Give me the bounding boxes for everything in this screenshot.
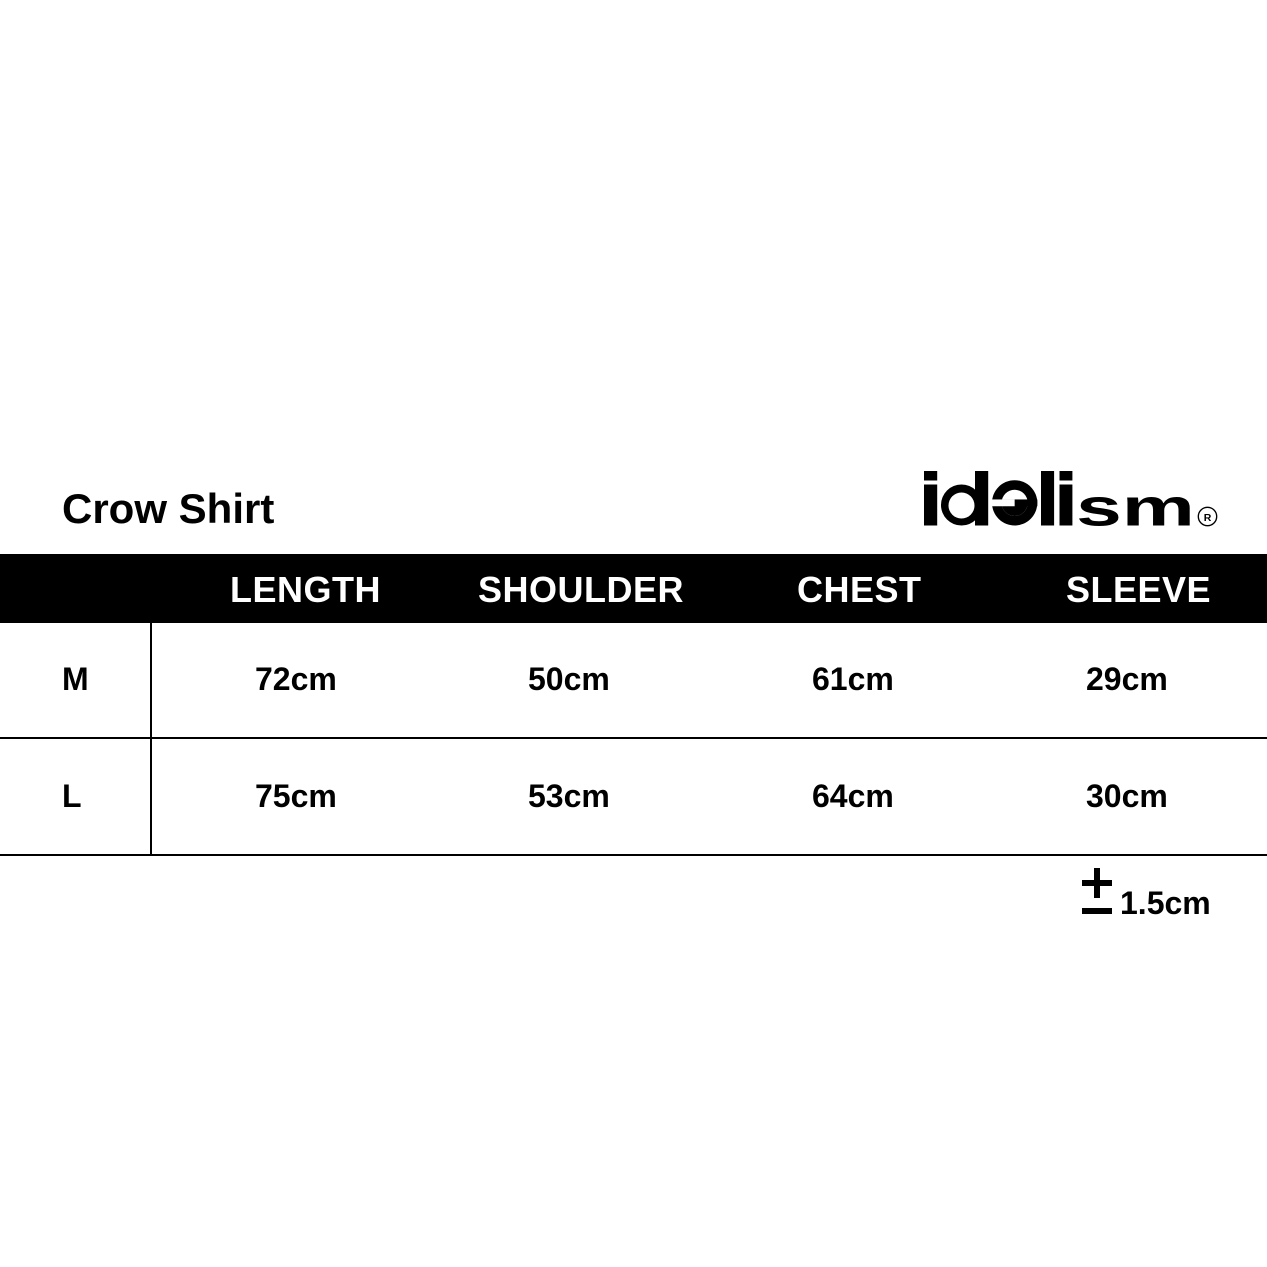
svg-text:R: R <box>1203 512 1211 524</box>
svg-text:sm: sm <box>1076 477 1195 537</box>
